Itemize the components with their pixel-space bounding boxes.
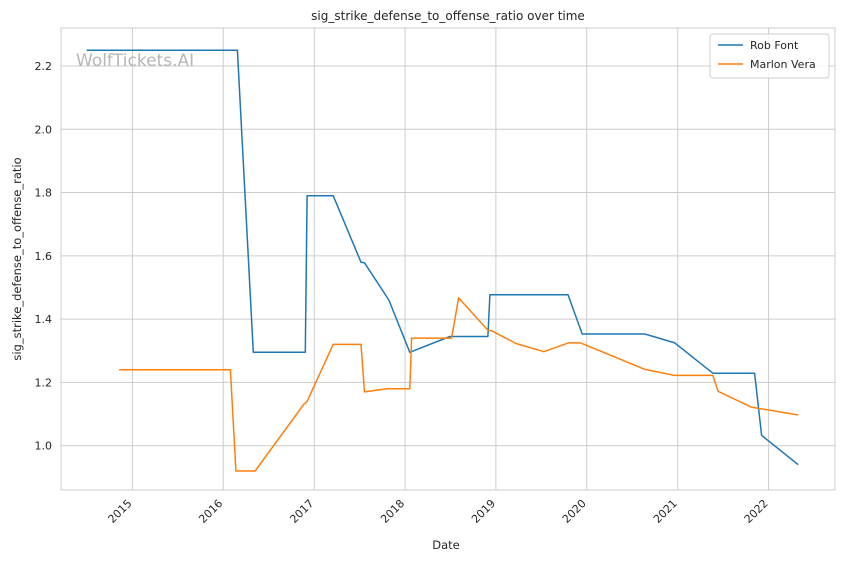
plot-area (61, 28, 835, 490)
y-tick-label: 1.0 (35, 440, 53, 453)
series-line-rob-font (86, 49, 799, 466)
y-tick-label: 2.0 (35, 123, 53, 136)
chart-title: sig_strike_defense_to_offense_ratio over… (311, 9, 585, 23)
y-tick-label: 2.2 (35, 60, 53, 73)
y-tick-label: 1.6 (35, 250, 53, 263)
y-axis-ticks: 1.0 1.2 1.4 1.6 1.8 2.0 2.2 (35, 60, 53, 453)
grid (61, 28, 835, 490)
y-axis-label: sig_strike_defense_to_offense_ratio (10, 157, 24, 360)
y-tick-label: 1.2 (35, 376, 53, 389)
legend-label-marlon-vera: Marlon Vera (750, 58, 816, 71)
series-line-marlon-vera (119, 297, 799, 472)
y-tick-label: 1.8 (35, 187, 53, 200)
legend-label-rob-font: Rob Font (750, 39, 799, 52)
legend: Rob Font Marlon Vera (709, 33, 830, 79)
x-axis-label: Date (432, 538, 460, 552)
plot-frame (60, 27, 836, 491)
y-tick-label: 1.4 (35, 313, 53, 326)
series-lines (86, 49, 799, 472)
watermark: WolfTickets.AI (76, 51, 194, 71)
